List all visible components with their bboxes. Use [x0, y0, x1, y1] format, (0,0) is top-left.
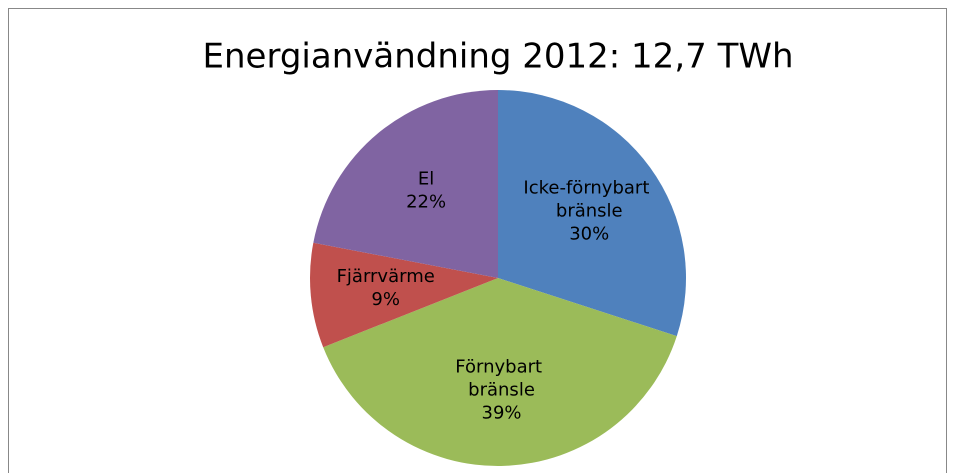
value-label: 30% — [569, 224, 609, 245]
slice-label: Icke-förnybart bränsle — [523, 178, 655, 222]
pie-slice — [313, 89, 498, 278]
slice-label: El — [418, 169, 434, 190]
slice-label: Förnybart bränsle — [455, 357, 548, 401]
slice-label: Fjärrvärme — [337, 266, 435, 287]
pie-slice — [498, 90, 686, 337]
value-label: 39% — [482, 403, 522, 424]
pie-slice — [323, 278, 677, 467]
pie-slice — [310, 242, 498, 348]
chart-title: Energianvändning 2012: 12,7 TWh — [203, 37, 794, 77]
value-label: 22% — [406, 192, 446, 213]
value-label: 9% — [371, 289, 400, 310]
